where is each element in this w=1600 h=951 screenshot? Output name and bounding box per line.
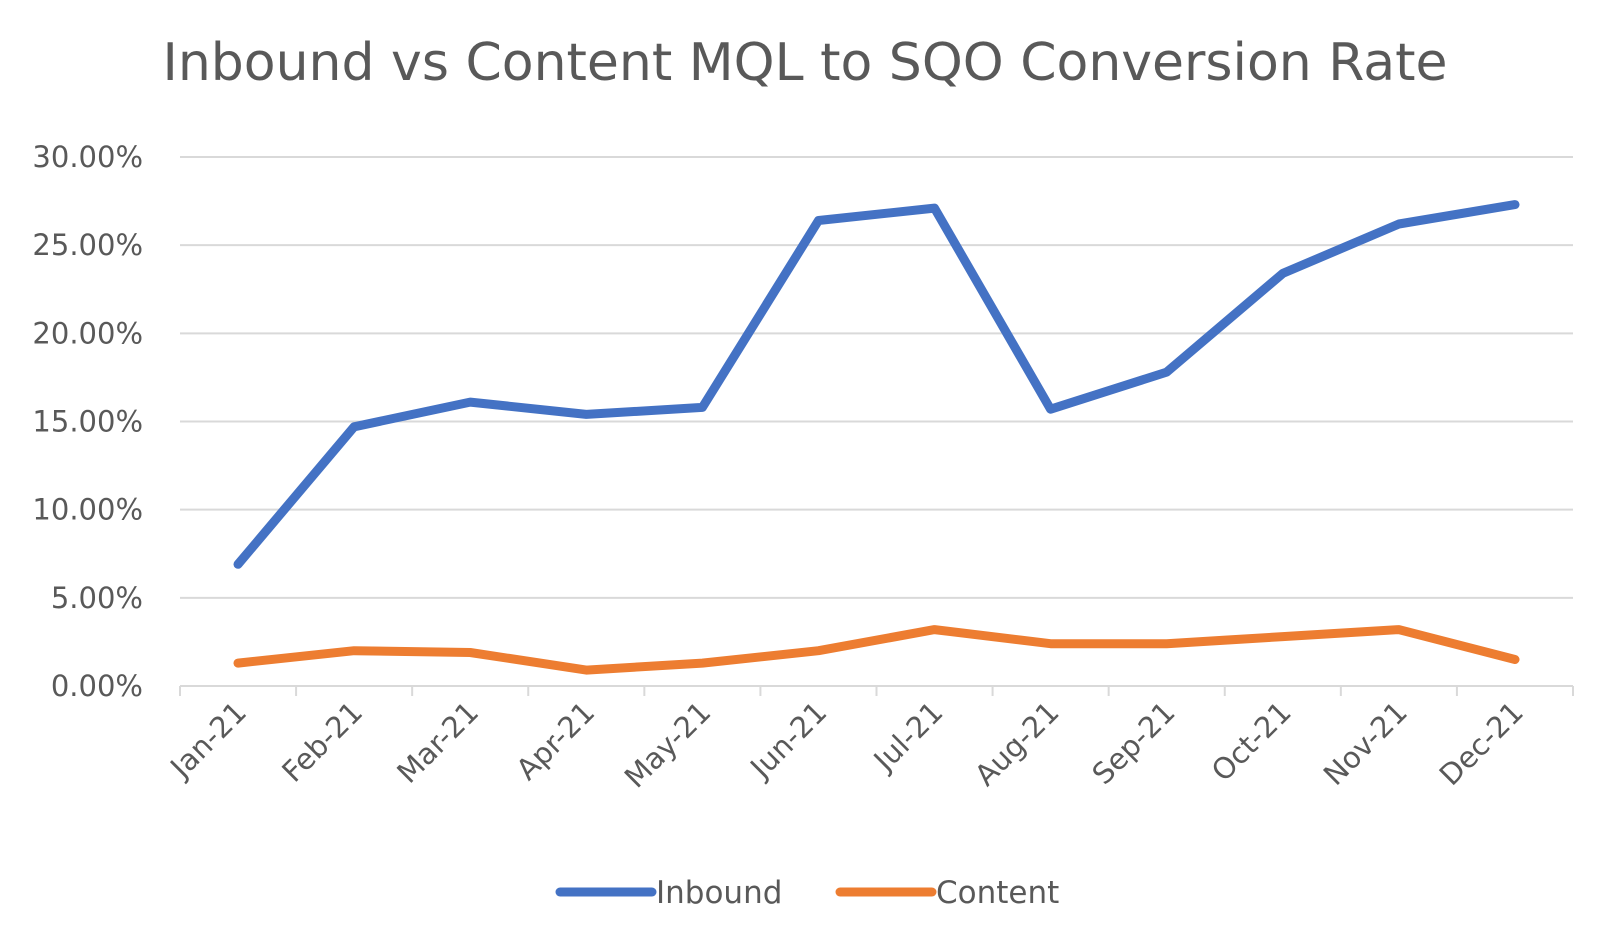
x-tick-label-11: Dec-21 <box>1433 695 1530 792</box>
x-tick-label-4: May-21 <box>618 695 718 795</box>
y-tick-label-1: 5.00% <box>51 581 143 615</box>
x-tick-label-0: Jan-21 <box>162 695 253 786</box>
legend-label-inbound: Inbound <box>656 875 782 911</box>
x-tick-label-3: Apr-21 <box>510 695 602 787</box>
y-tick-label-5: 25.00% <box>32 228 143 262</box>
x-tick-label-10: Nov-21 <box>1317 695 1414 792</box>
y-tick-label-0: 0.00% <box>51 669 143 703</box>
legend-label-content: Content <box>936 875 1059 911</box>
legend: Inbound Content <box>555 875 1059 911</box>
y-tick-label-3: 15.00% <box>32 405 143 439</box>
x-tick-label-6: Jul-21 <box>866 695 950 779</box>
x-tick-label-5: Jun-21 <box>742 695 833 786</box>
y-tick-label-4: 20.00% <box>32 316 143 350</box>
gridlines <box>180 156 1573 599</box>
x-tick-label-2: Mar-21 <box>390 695 485 790</box>
series-line-inbound <box>233 200 1520 569</box>
y-tick-label-6: 30.00% <box>32 140 143 174</box>
x-tick-label-1: Feb-21 <box>275 695 369 789</box>
series-line-content <box>233 625 1520 675</box>
x-tick-label-7: Aug-21 <box>968 695 1066 793</box>
x-tick-label-9: Oct-21 <box>1205 695 1298 788</box>
y-axis-tick-labels: 0.00% 5.00% 10.00% 15.00% 20.00% 25.00% 30.00% <box>32 140 143 703</box>
series-lines <box>233 200 1520 675</box>
x-axis <box>179 685 1574 696</box>
y-tick-label-2: 10.00% <box>32 493 143 527</box>
chart-title: Inbound vs Content MQL to SQO Conversion… <box>162 33 1447 93</box>
x-axis-tick-labels: Jan-21 Feb-21 Mar-21 Apr-21 May-21 Jun-21 Jul-… <box>162 695 1529 795</box>
x-tick-label-8: Sep-21 <box>1085 695 1181 791</box>
